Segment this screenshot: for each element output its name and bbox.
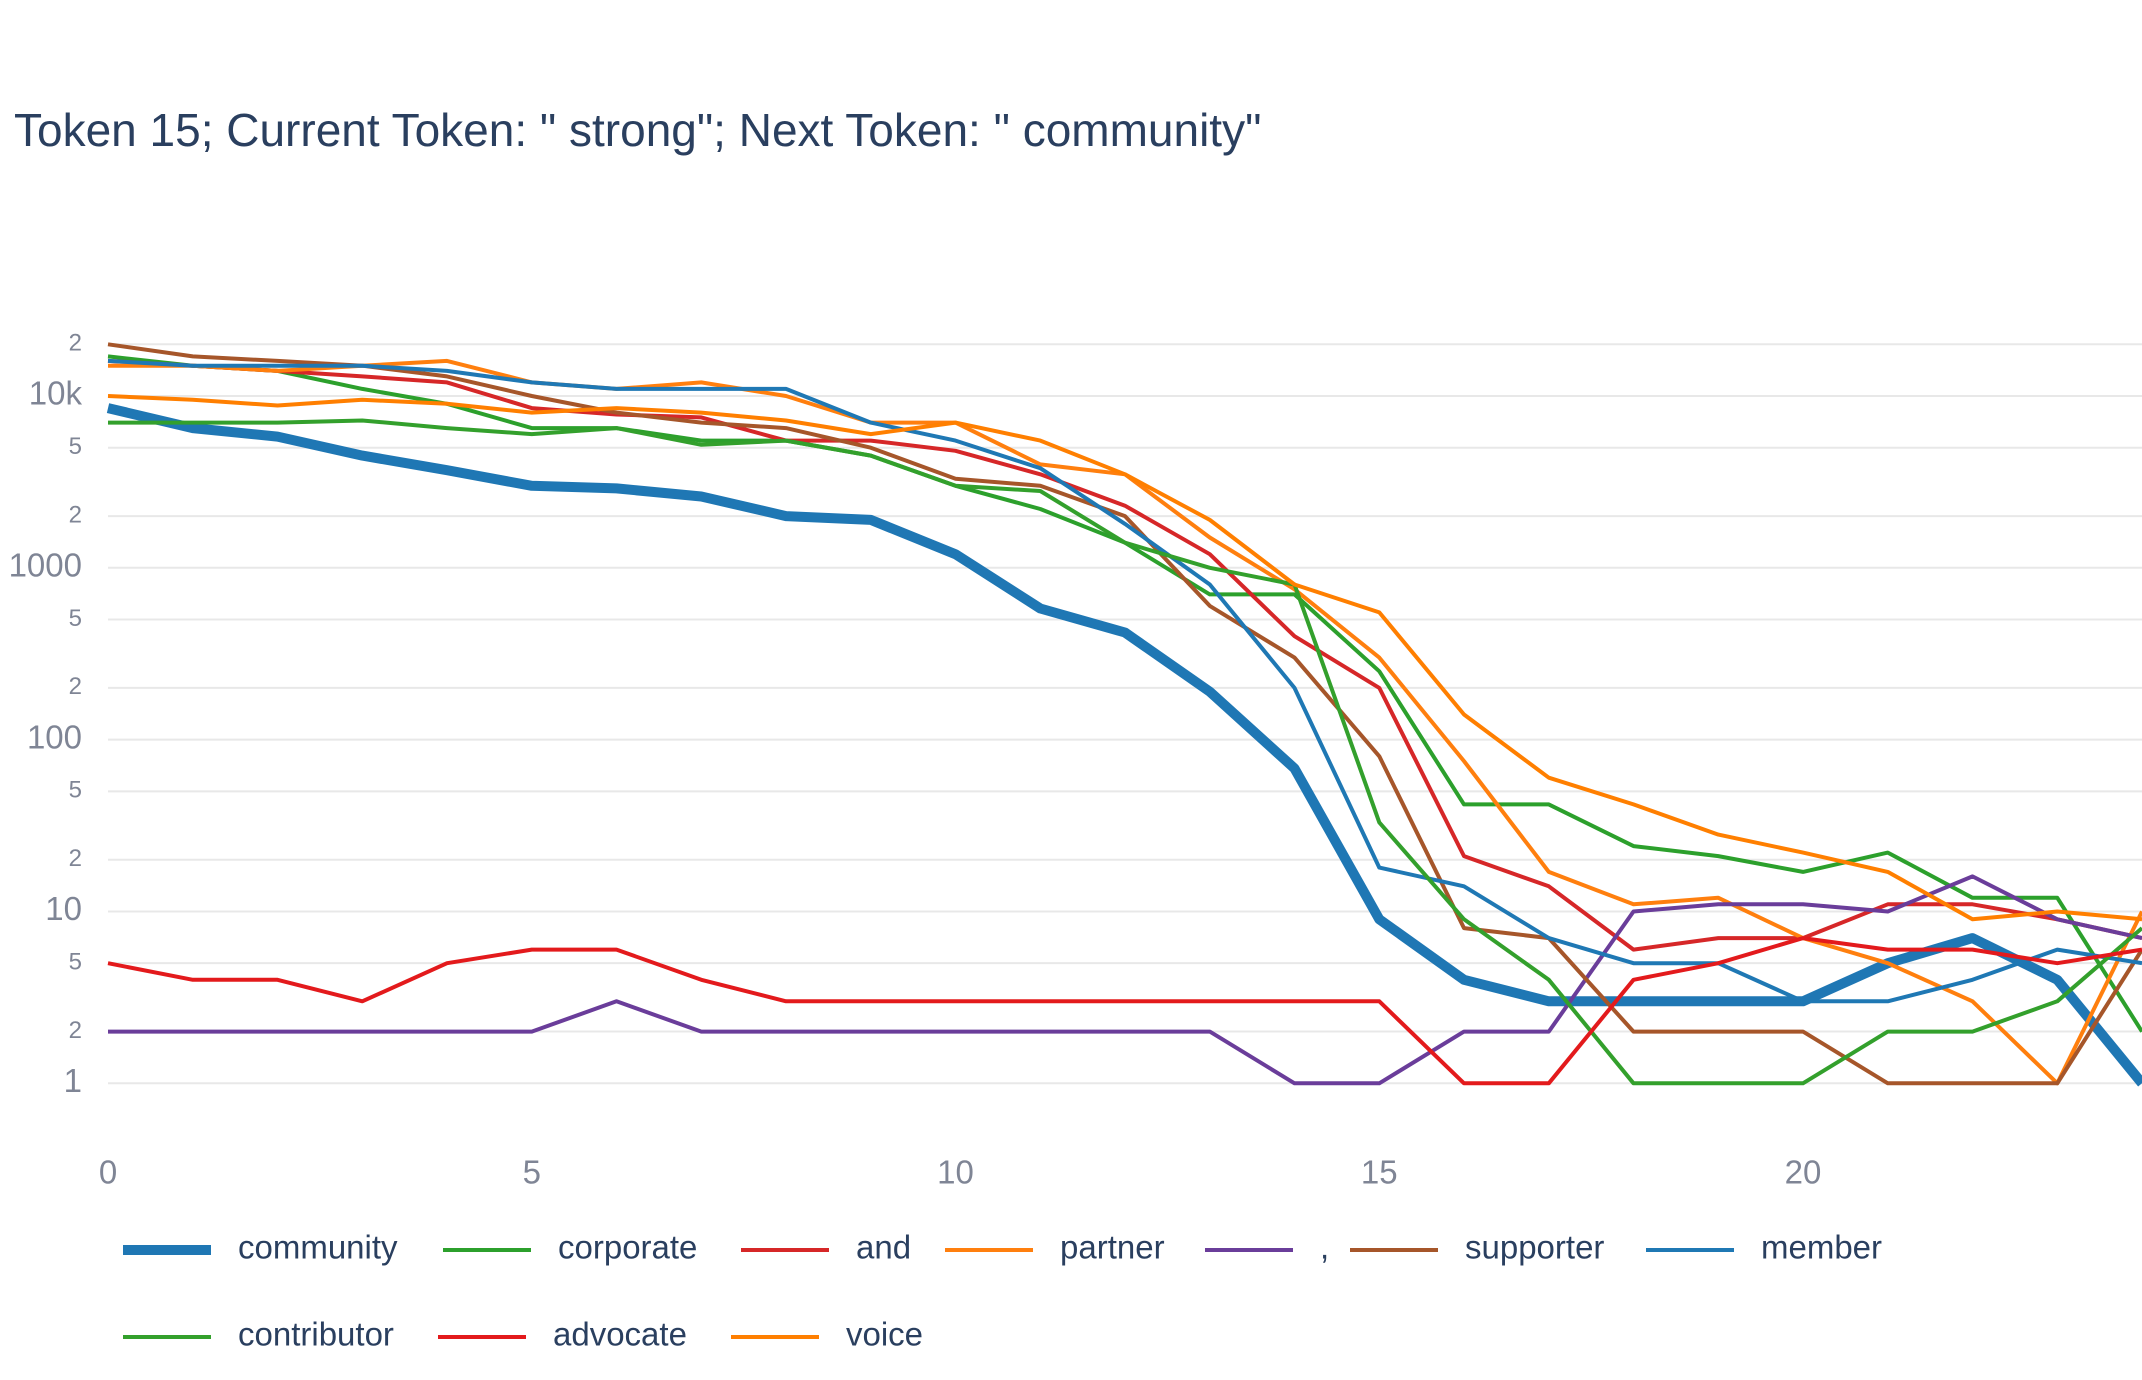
legend-label: and xyxy=(856,1229,911,1266)
x-tick-label: 15 xyxy=(1361,1154,1398,1191)
y-tick-label: 5 xyxy=(69,433,82,460)
series-line xyxy=(107,342,2142,1086)
legend-item: advocate xyxy=(438,1316,687,1353)
legend-item: supporter xyxy=(1350,1229,1604,1266)
y-tick-label: 2 xyxy=(69,673,82,700)
x-tick-label: 0 xyxy=(99,1154,117,1191)
y-tick-label: 2 xyxy=(69,501,82,528)
x-tick-label: 20 xyxy=(1785,1154,1822,1191)
legend-label: partner xyxy=(1060,1229,1165,1266)
series-line xyxy=(108,418,2142,1086)
series-line xyxy=(107,358,2142,1004)
series-line xyxy=(107,936,2142,1086)
y-tick-label: 2 xyxy=(69,1017,82,1044)
series-line xyxy=(108,874,2142,1086)
chart-title: Token 15; Current Token: " strong"; Next… xyxy=(14,104,1261,156)
y-tick-label: 5 xyxy=(69,605,82,632)
legend-label: , xyxy=(1320,1229,1329,1266)
y-tick-label: 2 xyxy=(69,330,82,357)
y-tick-label: 10 xyxy=(45,890,82,927)
legend-label: member xyxy=(1761,1229,1882,1266)
series-line xyxy=(107,354,2142,1033)
y-tick-label: 1000 xyxy=(9,547,82,584)
y-tick-label: 2 xyxy=(69,845,82,872)
legend-item: , xyxy=(1205,1229,1329,1266)
legend-label: community xyxy=(238,1229,398,1266)
legend-item: and xyxy=(741,1229,911,1266)
legend-item: corporate xyxy=(443,1229,697,1266)
y-tick-label: 5 xyxy=(69,777,82,804)
legend-label: corporate xyxy=(558,1229,697,1266)
legend-label: voice xyxy=(846,1316,923,1353)
legend-item: member xyxy=(1646,1229,1882,1266)
legend-item: contributor xyxy=(123,1316,394,1353)
legend-label: contributor xyxy=(238,1316,394,1353)
legend-label: supporter xyxy=(1465,1229,1604,1266)
plot-area xyxy=(106,342,2142,1087)
y-tick-label: 10k xyxy=(29,375,83,412)
legend-item: partner xyxy=(945,1229,1165,1266)
y-tick-label: 5 xyxy=(69,949,82,976)
legend-item: voice xyxy=(731,1316,923,1353)
x-tick-label: 10 xyxy=(937,1154,974,1191)
y-tick-label: 100 xyxy=(27,718,82,755)
y-tick-label: 1 xyxy=(64,1062,82,1099)
series-line xyxy=(106,403,2142,1087)
x-tick-label: 5 xyxy=(523,1154,541,1191)
series-line xyxy=(107,394,2142,922)
legend-label: advocate xyxy=(553,1316,687,1353)
legend-item: community xyxy=(123,1229,398,1266)
